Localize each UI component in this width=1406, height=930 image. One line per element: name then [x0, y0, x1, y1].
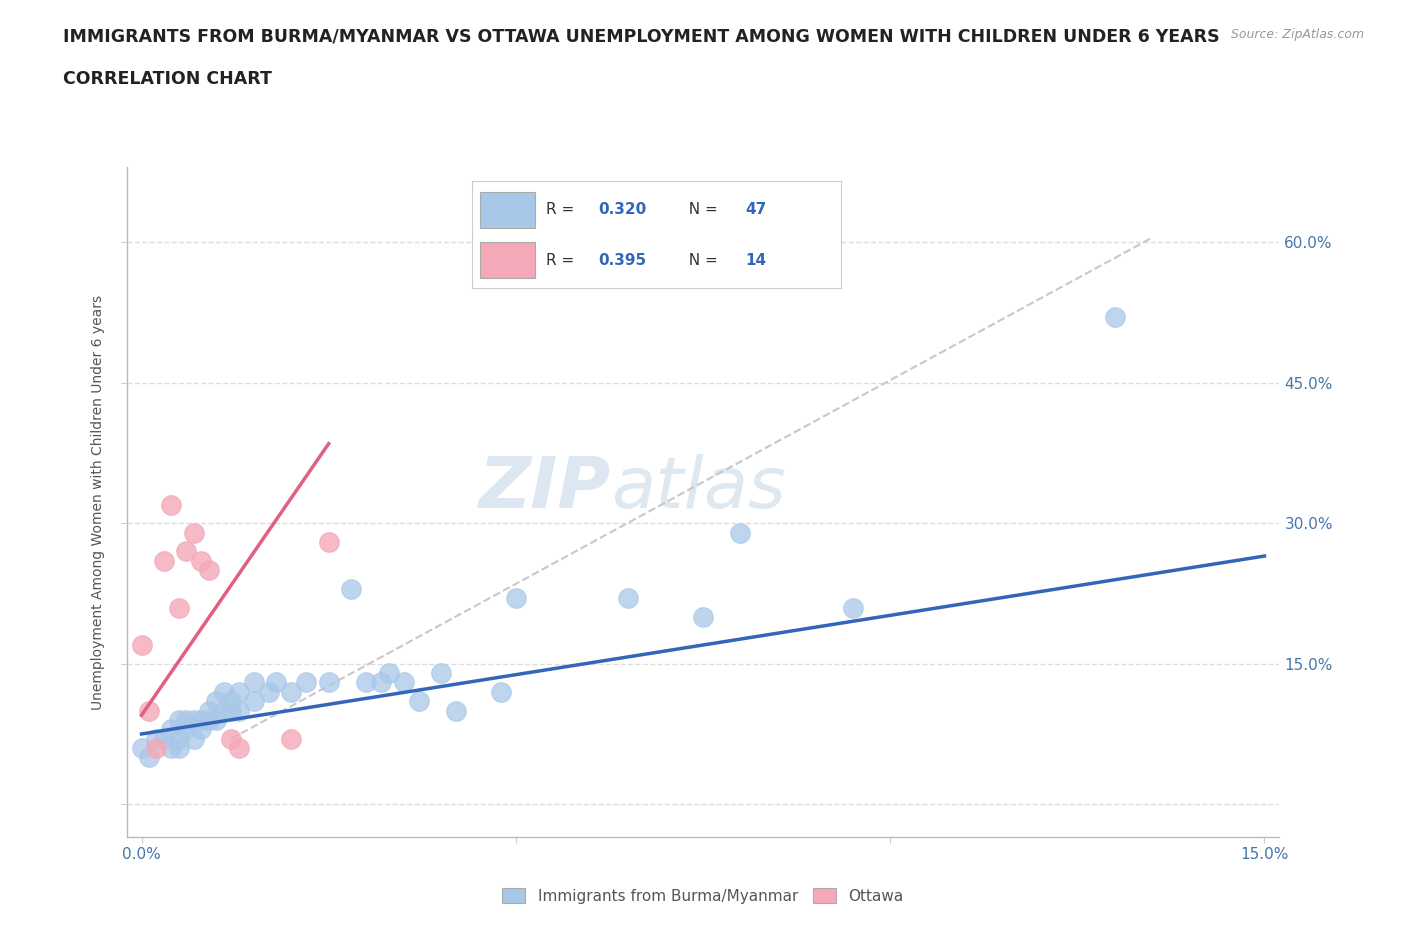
- Point: [176, 544, 198, 559]
- Point: [392, 675, 415, 690]
- Point: [370, 675, 392, 690]
- Text: Source: ZipAtlas.com: Source: ZipAtlas.com: [1230, 28, 1364, 41]
- Point: [198, 703, 221, 718]
- Point: [221, 731, 243, 746]
- Point: [160, 722, 183, 737]
- Point: [190, 712, 212, 727]
- Point: [221, 703, 243, 718]
- Point: [295, 675, 318, 690]
- Point: [167, 731, 190, 746]
- Point: [340, 581, 363, 596]
- Point: [243, 694, 266, 709]
- Point: [198, 563, 221, 578]
- Text: N =: N =: [679, 202, 723, 218]
- Point: [212, 684, 235, 699]
- Text: atlas: atlas: [610, 455, 786, 524]
- Point: [228, 684, 250, 699]
- Point: [176, 722, 198, 737]
- Point: [167, 740, 190, 755]
- Point: [841, 600, 863, 615]
- Point: [138, 750, 160, 764]
- Point: [377, 666, 399, 681]
- Point: [205, 712, 228, 727]
- Text: ZIP: ZIP: [478, 455, 610, 524]
- Point: [257, 684, 280, 699]
- Text: CORRELATION CHART: CORRELATION CHART: [63, 70, 273, 87]
- Point: [183, 712, 205, 727]
- Point: [205, 694, 228, 709]
- Y-axis label: Unemployment Among Women with Children Under 6 years: Unemployment Among Women with Children U…: [91, 295, 105, 710]
- Point: [153, 731, 176, 746]
- Point: [131, 638, 153, 653]
- Text: 0.395: 0.395: [598, 253, 645, 268]
- Text: N =: N =: [679, 253, 723, 268]
- Point: [212, 703, 235, 718]
- Point: [183, 525, 205, 540]
- Point: [318, 675, 340, 690]
- Point: [221, 694, 243, 709]
- Point: [318, 535, 340, 550]
- Point: [280, 731, 302, 746]
- Text: 0.320: 0.320: [598, 202, 647, 218]
- Text: R =: R =: [546, 253, 579, 268]
- Point: [190, 553, 212, 568]
- Point: [1104, 310, 1126, 325]
- Point: [692, 609, 714, 624]
- Point: [160, 498, 183, 512]
- FancyBboxPatch shape: [479, 242, 536, 278]
- Point: [198, 712, 221, 727]
- Legend: Immigrants from Burma/Myanmar, Ottawa: Immigrants from Burma/Myanmar, Ottawa: [496, 882, 910, 910]
- Point: [138, 703, 160, 718]
- Point: [489, 684, 512, 699]
- FancyBboxPatch shape: [479, 192, 536, 228]
- Point: [145, 740, 167, 755]
- Point: [190, 722, 212, 737]
- Point: [176, 712, 198, 727]
- Point: [131, 740, 153, 755]
- Point: [730, 525, 752, 540]
- Text: IMMIGRANTS FROM BURMA/MYANMAR VS OTTAWA UNEMPLOYMENT AMONG WOMEN WITH CHILDREN U: IMMIGRANTS FROM BURMA/MYANMAR VS OTTAWA …: [63, 28, 1220, 46]
- Point: [408, 694, 430, 709]
- Text: 14: 14: [745, 253, 766, 268]
- Point: [167, 712, 190, 727]
- Point: [145, 731, 167, 746]
- Point: [264, 675, 287, 690]
- Point: [505, 591, 527, 605]
- Point: [444, 703, 467, 718]
- Point: [183, 731, 205, 746]
- Point: [617, 591, 640, 605]
- Point: [430, 666, 453, 681]
- Point: [228, 703, 250, 718]
- Point: [228, 740, 250, 755]
- Point: [167, 600, 190, 615]
- Point: [243, 675, 266, 690]
- Point: [160, 740, 183, 755]
- Point: [153, 553, 176, 568]
- Text: R =: R =: [546, 202, 579, 218]
- Point: [354, 675, 377, 690]
- Text: 47: 47: [745, 202, 766, 218]
- Point: [280, 684, 302, 699]
